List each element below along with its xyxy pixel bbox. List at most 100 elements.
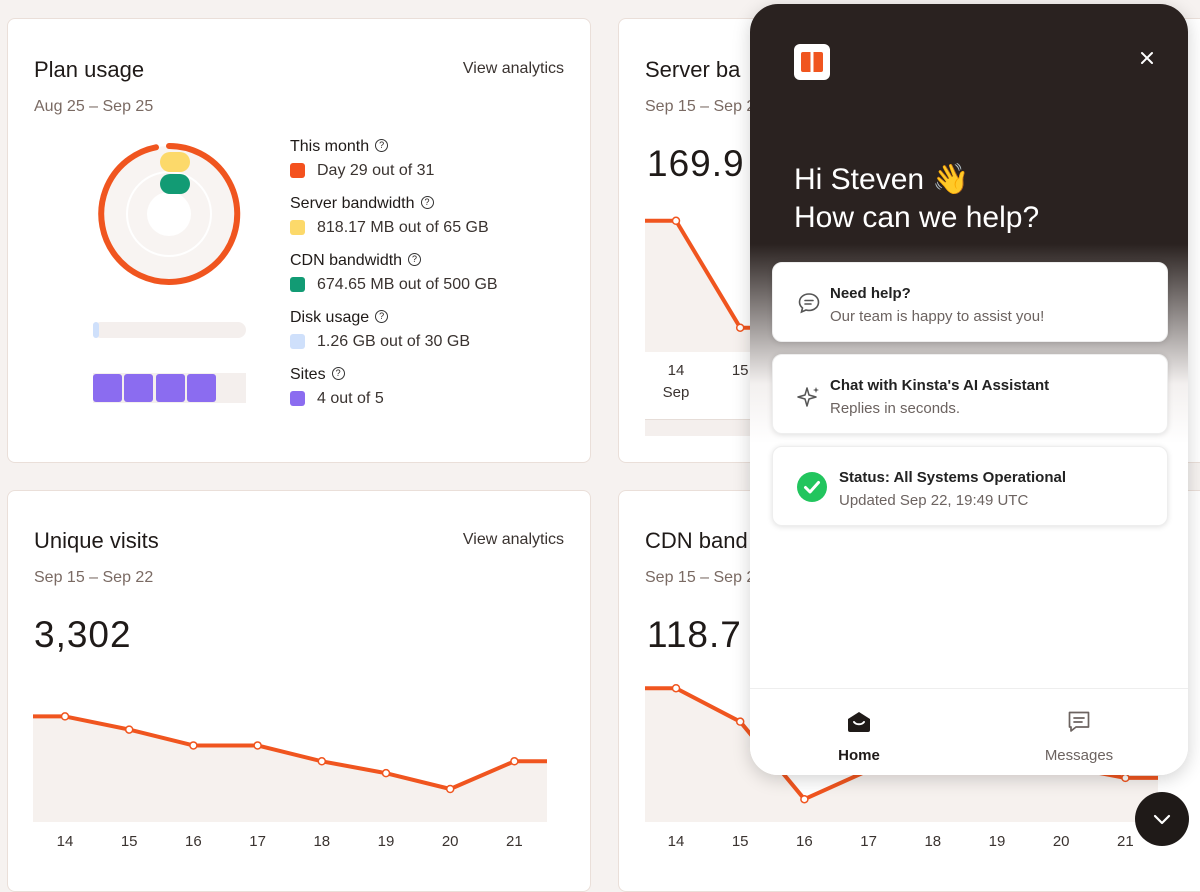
status-card[interactable]: Status: All Systems Operational Updated … (772, 446, 1168, 526)
unique-visits-card: Unique visits View analytics Sep 15 – Se… (7, 490, 591, 892)
card-title: CDN band (645, 528, 748, 553)
usage-detail: 674.65 MB out of 500 GB (317, 276, 498, 293)
disk-bar (93, 322, 246, 338)
site-block (93, 374, 122, 402)
usage-label: CDN bandwidth? (290, 253, 422, 269)
option-subtitle: Updated Sep 22, 19:49 UTC (839, 492, 1029, 509)
data-point (510, 757, 519, 766)
usage-label: This month? (290, 138, 389, 155)
date-range: Sep 15 – Sep 2 (645, 569, 756, 586)
nav-home[interactable]: Home (838, 747, 880, 764)
donut-ring (126, 171, 212, 257)
data-point (735, 323, 745, 332)
swatch (290, 277, 305, 292)
label-text: This month (290, 138, 370, 155)
x-tick-label: 19 (989, 833, 1006, 850)
x-tick-label: 15 (732, 362, 749, 379)
option-subtitle: Our team is happy to assist you! (830, 308, 1045, 325)
x-tick-label: 15 (121, 833, 138, 850)
chat-icon (798, 293, 820, 314)
month-arc (98, 142, 241, 285)
site-block (124, 374, 153, 402)
x-tick-label: 14 (57, 833, 74, 850)
bottom-nav: Home Messages (750, 688, 1188, 775)
usage-detail: 1.26 GB out of 30 GB (317, 333, 470, 350)
card-title: Plan usage (34, 57, 145, 82)
nav-messages[interactable]: Messages (1044, 747, 1114, 764)
x-tick-note: Sep (663, 384, 690, 401)
site-block (187, 374, 216, 402)
label-text: Server bandwidth (290, 195, 415, 212)
data-point (671, 216, 681, 226)
usage-label: Disk usage? (290, 309, 389, 326)
total: 118.7 (647, 614, 742, 655)
sparkle-icon (797, 387, 819, 407)
donut-center (147, 192, 191, 236)
view-analytics-link[interactable]: View analytics (462, 531, 564, 548)
usage-detail: Day 29 out of 31 (317, 162, 435, 179)
greeting: Hi Steven 👋 (794, 163, 970, 196)
help-widget: Hi Steven 👋 How can we help? Need help? … (750, 4, 1188, 775)
data-point (381, 768, 391, 778)
date-range: Sep 15 – Sep 22 (34, 569, 154, 586)
home-icon[interactable] (847, 711, 871, 733)
area-fill (645, 220, 760, 352)
x-tick-label: 17 (249, 833, 266, 850)
total: 3,302 (34, 614, 132, 655)
data-point (671, 683, 681, 693)
card-title: Unique visits (34, 528, 159, 553)
x-tick-label: 14 (668, 833, 685, 850)
date-range: Aug 25 – Sep 25 (34, 98, 154, 115)
plan-usage-card: Plan usage View analytics Aug 25 – Sep 2… (7, 18, 591, 463)
server-pill (160, 152, 190, 172)
data-point (1121, 773, 1130, 783)
usage-detail: 4 out of 5 (317, 390, 384, 407)
option-card[interactable]: Need help? Our team is happy to assist y… (772, 262, 1168, 342)
data-point (445, 784, 455, 794)
label-text: Sites (290, 366, 326, 383)
option-title: Chat with Kinsta's AI Assistant (830, 377, 1050, 394)
option-card[interactable]: Chat with Kinsta's AI Assistant Replies … (772, 354, 1168, 434)
x-tick-label: 21 (1117, 833, 1134, 850)
total: 169.9 (647, 143, 745, 184)
usage-label: Server bandwidth? (290, 196, 434, 212)
swatch (290, 391, 305, 406)
usage-graphics (93, 142, 246, 403)
usage-detail: 818.17 MB out of 65 GB (317, 219, 489, 236)
close-button[interactable] (1140, 51, 1154, 65)
data-point (800, 794, 809, 804)
x-tick-label: 18 (313, 833, 330, 850)
x-tick-label: 14 (668, 362, 685, 379)
x-tick-label: 20 (442, 833, 459, 850)
x-tick-label: 18 (924, 833, 941, 850)
option-subtitle: Replies in seconds. (830, 400, 961, 417)
x-tick-label: 21 (506, 833, 523, 850)
launcher-button[interactable] (1135, 792, 1189, 846)
swatch (290, 334, 305, 349)
status-icon (797, 472, 827, 502)
usage-label: Sites? (290, 367, 345, 383)
disk-fill (93, 322, 99, 338)
data-point (124, 725, 134, 734)
area-fill (33, 716, 547, 822)
x-tick-label: 16 (185, 833, 202, 850)
logo (794, 44, 830, 80)
data-point (189, 741, 198, 750)
messages-icon[interactable] (1067, 710, 1091, 734)
prompt: How can we help? (794, 201, 1040, 234)
view-analytics-link[interactable]: View analytics (462, 60, 564, 77)
x-tick-label: 17 (860, 833, 877, 850)
label-text: Disk usage (290, 309, 370, 326)
cdn-pill (160, 174, 190, 194)
site-block (156, 374, 185, 402)
x-tick-label: 19 (378, 833, 395, 850)
swatch (290, 220, 305, 235)
data-line (674, 219, 742, 329)
option-title: Status: All Systems Operational (839, 469, 1067, 486)
swatch (290, 163, 305, 178)
card-title: Server ba (645, 57, 741, 82)
date-range: Sep 15 – Sep 2 (645, 98, 756, 115)
x-tick-label: 20 (1053, 833, 1070, 850)
data-point (60, 712, 70, 721)
option-title: Need help? (830, 285, 911, 302)
